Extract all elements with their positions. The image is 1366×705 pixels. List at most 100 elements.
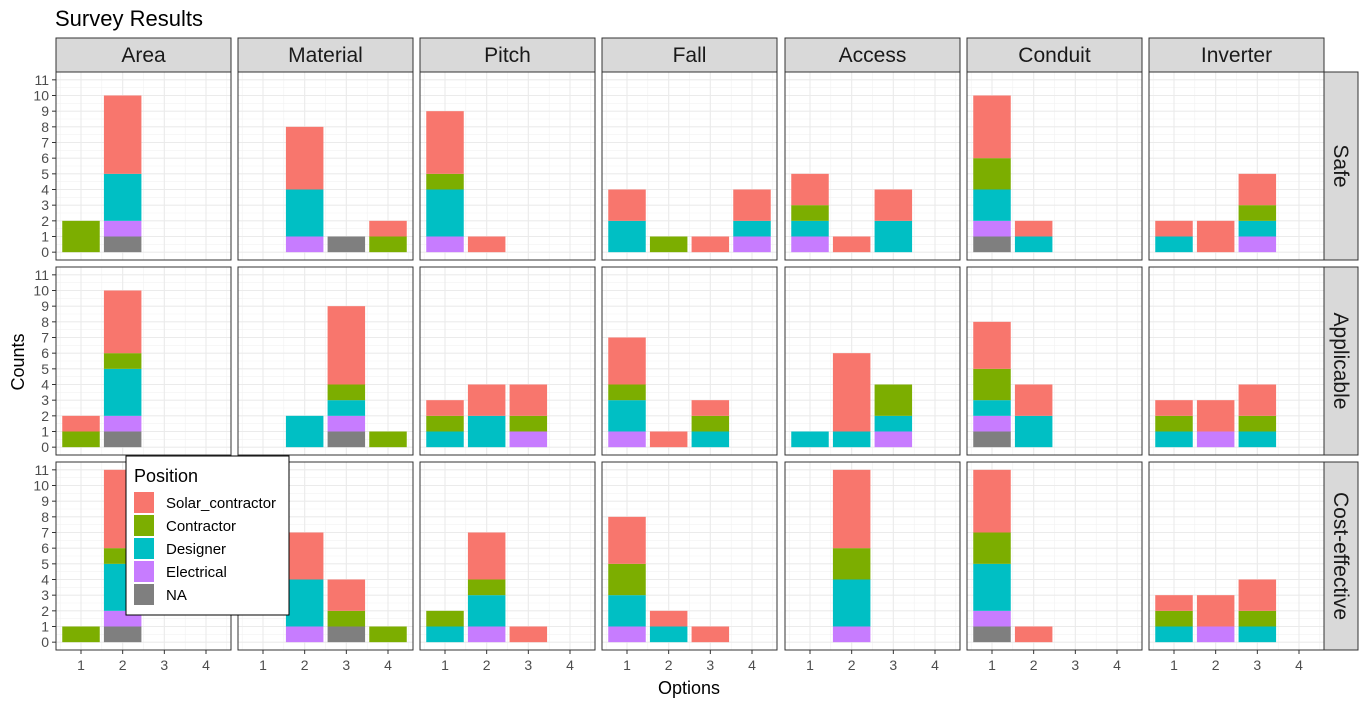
x-tick-label: 3: [524, 657, 532, 673]
bar-segment-contractor: [1155, 415, 1193, 432]
bar-segment-contractor: [691, 415, 730, 432]
bar-segment-solar-contractor: [608, 516, 646, 564]
panel-applicable-material: [237, 266, 414, 456]
y-tick-label: 0: [41, 244, 49, 260]
column-strip: [419, 37, 596, 73]
bar-segment-na: [327, 431, 366, 448]
row-strip-label: Safe: [1329, 144, 1352, 187]
bar-segment-designer: [608, 595, 646, 627]
bar-segment-solar-contractor: [649, 431, 688, 448]
x-tick-label: 1: [806, 657, 814, 673]
x-tick-label: 1: [441, 657, 449, 673]
bar-segment-na: [973, 236, 1011, 253]
y-tick-label: 4: [41, 572, 49, 588]
bar-segment-contractor: [608, 384, 646, 401]
y-axis-title: Counts: [8, 333, 28, 390]
bar-segment-contractor: [973, 368, 1011, 401]
bar-segment-electrical: [103, 415, 142, 432]
x-tick-label: 2: [1212, 657, 1220, 673]
column-strip: [784, 37, 961, 73]
bar-segment-solar-contractor: [1014, 384, 1053, 416]
panel-border: [966, 266, 1143, 456]
bar-segment-electrical: [1196, 626, 1235, 643]
bar-segment-contractor: [1238, 610, 1277, 627]
y-tick-label: 4: [41, 377, 49, 393]
panel-border: [966, 461, 1143, 651]
y-tick-label: 10: [33, 88, 49, 104]
bar-segment-contractor: [369, 431, 407, 448]
bar-segment-solar-contractor: [327, 579, 366, 611]
bar-segment-designer: [832, 431, 871, 448]
bar-segment-solar-contractor: [1238, 173, 1277, 206]
x-tick-label: 1: [623, 657, 631, 673]
panel-cost-effective-fall: 1 2 3 4: [601, 461, 778, 673]
column-strip: [601, 37, 778, 73]
bar-segment-designer: [649, 626, 688, 643]
bar-segment-solar-contractor: [649, 610, 688, 627]
legend-label: NA: [166, 587, 187, 604]
panel-border: [784, 461, 961, 651]
x-tick-label: 4: [202, 657, 210, 673]
y-tick-label: 9: [41, 493, 49, 509]
bar-segment-solar-contractor: [1196, 400, 1235, 432]
panel-border: [419, 266, 596, 456]
x-tick-label: 2: [301, 657, 309, 673]
bar-segment-designer: [285, 415, 324, 448]
y-tick-label: 9: [41, 298, 49, 314]
bar-segment-designer: [973, 189, 1011, 221]
bar-segment-contractor: [791, 205, 829, 221]
x-tick-label: 4: [931, 657, 939, 673]
bar-segment-solar-contractor: [691, 236, 730, 253]
bar-segment-designer: [1014, 415, 1053, 448]
y-tick-label: 11: [34, 72, 49, 88]
legend-title: Position: [134, 466, 198, 486]
bar-segment-contractor: [327, 610, 366, 627]
row-strip-label: Cost-effective: [1329, 492, 1352, 620]
bar-segment-designer: [467, 595, 506, 627]
x-tick-label: 4: [384, 657, 392, 673]
bar-segment-solar-contractor: [426, 400, 464, 416]
bar-segment-solar-contractor: [369, 220, 407, 237]
legend-key-na: [134, 584, 154, 605]
bar-segment-contractor: [369, 626, 407, 643]
panel-border: [419, 461, 596, 651]
bar-segment-designer: [733, 220, 771, 237]
y-tick-label: 5: [41, 361, 49, 377]
bar-segment-electrical: [608, 626, 646, 643]
x-tick-label: 3: [889, 657, 897, 673]
y-tick-label: 1: [41, 424, 49, 440]
bar-segment-solar-contractor: [733, 189, 771, 221]
panel-cost-effective-pitch: 1 2 3 4: [419, 461, 596, 673]
x-tick-label: 4: [1113, 657, 1121, 673]
x-tick-label: 2: [665, 657, 673, 673]
bar-segment-contractor: [1238, 415, 1277, 432]
bar-segment-solar-contractor: [1196, 595, 1235, 627]
bar-segment-designer: [327, 400, 366, 416]
row-strip: [1323, 71, 1359, 261]
row-strip-cost-effective: Cost-effective: [1323, 461, 1359, 651]
bar-segment-electrical: [426, 236, 464, 253]
panel-safe-access: Access: [784, 37, 961, 261]
bar-segment-designer: [1014, 236, 1053, 253]
x-tick-label: 3: [342, 657, 350, 673]
x-tick-label: 2: [1030, 657, 1038, 673]
bar-segment-designer: [608, 400, 646, 432]
bar-segment-solar-contractor: [1196, 220, 1235, 253]
column-strip: [1148, 37, 1325, 73]
y-tick-label: 2: [41, 603, 49, 619]
bar-segment-contractor: [467, 579, 506, 596]
y-tick-label: 7: [41, 135, 49, 151]
y-tick-label: 5: [41, 556, 49, 572]
bar-segment-solar-contractor: [509, 626, 548, 643]
y-tick-label: 8: [41, 509, 49, 525]
bar-segment-contractor: [62, 431, 100, 448]
panel-cost-effective-conduit: 1 2 3 4: [966, 461, 1143, 673]
bar-segment-designer: [973, 563, 1011, 611]
bar-segment-solar-contractor: [509, 384, 548, 416]
x-tick-label: 1: [259, 657, 267, 673]
bar-segment-designer: [285, 189, 324, 237]
y-tick-label: 3: [41, 197, 49, 213]
x-axis-title: Options: [658, 678, 720, 698]
y-tick-label: 2: [41, 408, 49, 424]
